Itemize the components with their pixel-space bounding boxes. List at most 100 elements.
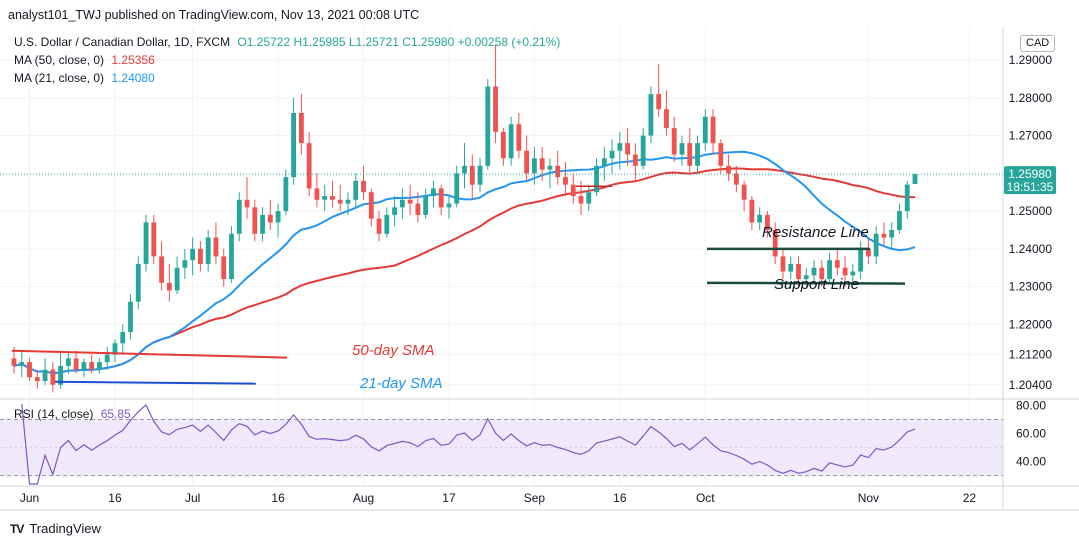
candle: [376, 211, 382, 242]
candle-body: [345, 199, 351, 204]
candle-body: [11, 358, 17, 366]
candle-body: [873, 233, 879, 257]
candle: [695, 135, 700, 174]
candle-body: [19, 362, 25, 366]
candle-body: [454, 173, 460, 204]
candle-body: [897, 211, 902, 230]
legend-rsi-label: RSI (14, close): [14, 407, 94, 421]
candle: [128, 294, 133, 340]
candle-body: [81, 362, 87, 370]
candle: [267, 199, 273, 230]
candle-body: [291, 112, 297, 178]
legend-ma50-label: MA (50, close, 0): [14, 53, 105, 67]
currency-badge[interactable]: CAD: [1020, 35, 1056, 52]
candle-body: [306, 143, 312, 189]
last-price-badge: [1004, 166, 1056, 195]
time-tick-label: 17: [442, 491, 456, 505]
candle-body: [780, 256, 786, 272]
candle: [399, 188, 405, 219]
candle: [97, 358, 102, 374]
candle: [58, 350, 64, 389]
candle: [500, 128, 506, 166]
legend-ma21-row[interactable]: MA (21, close, 0) 1.24080: [14, 70, 159, 86]
candle-body: [648, 94, 654, 136]
candle: [446, 196, 452, 219]
candle-body: [399, 199, 405, 208]
candle: [516, 112, 522, 159]
candle-body: [741, 184, 747, 200]
candle: [594, 158, 599, 197]
candle-body: [407, 199, 413, 204]
candle: [330, 180, 335, 208]
candle: [788, 256, 794, 280]
candle: [570, 173, 576, 204]
candle: [143, 214, 149, 272]
candle-body: [827, 260, 832, 280]
candle-body: [516, 124, 522, 151]
rsi-line: [21, 403, 916, 485]
candle: [617, 131, 623, 170]
candle: [601, 146, 607, 181]
candle-body: [236, 199, 242, 234]
candle-body: [850, 271, 856, 276]
candle-body: [625, 143, 631, 155]
candle-body: [570, 184, 576, 197]
candle-body: [609, 150, 615, 159]
candle: [796, 256, 801, 287]
candle: [741, 180, 747, 212]
candle-layer: [11, 44, 918, 393]
candle: [42, 358, 48, 385]
candle-body: [834, 260, 840, 268]
candle: [27, 358, 32, 382]
candle-body: [267, 214, 273, 223]
candle-body: [601, 158, 607, 166]
candle-body: [687, 143, 693, 166]
candle: [687, 128, 693, 174]
candle-body: [702, 116, 708, 144]
legend-ma50-row[interactable]: MA (50, close, 0) 1.25356: [14, 52, 159, 68]
publisher-line: analyst101_TWJ published on TradingView.…: [8, 8, 420, 22]
candle: [710, 109, 716, 155]
candle: [780, 248, 786, 280]
candle-body: [73, 358, 79, 370]
candle-body: [671, 128, 677, 155]
legend-ohlc: O1.25722 H1.25985 L1.25721 C1.25980 +0.0…: [237, 35, 561, 49]
candle: [229, 226, 234, 283]
candle-body: [221, 256, 227, 280]
candle: [563, 162, 568, 197]
support-line: [706, 281, 906, 285]
candle-body: [415, 203, 421, 215]
candle: [205, 229, 211, 272]
candle: [407, 184, 413, 215]
candle: [733, 165, 739, 193]
candle: [889, 222, 895, 249]
resistance-label: Resistance Line: [762, 224, 869, 241]
candle-body: [58, 365, 64, 385]
candle: [827, 252, 832, 283]
candle-body: [772, 229, 778, 257]
candle-body: [166, 282, 172, 291]
sma21-label: 21-day SMA: [359, 375, 443, 392]
candle: [485, 78, 491, 170]
candle-body: [547, 165, 553, 170]
legend-rsi-row[interactable]: RSI (14, close) 65.85: [14, 406, 135, 422]
candle-body: [143, 222, 149, 264]
candle-body: [555, 165, 561, 178]
candle-body: [803, 275, 809, 280]
candle-body: [578, 196, 584, 204]
candle-body: [508, 124, 514, 159]
candle: [236, 192, 242, 242]
candle: [508, 116, 514, 166]
candle: [112, 339, 118, 363]
candle: [50, 362, 56, 393]
candle: [811, 260, 817, 283]
candle-body: [392, 207, 398, 215]
candle: [221, 248, 227, 287]
candle: [368, 188, 374, 227]
candle-body: [174, 267, 180, 291]
tradingview-footer[interactable]: TV TradingView: [10, 521, 101, 536]
candle-body: [27, 362, 32, 378]
candle-body: [531, 158, 537, 174]
